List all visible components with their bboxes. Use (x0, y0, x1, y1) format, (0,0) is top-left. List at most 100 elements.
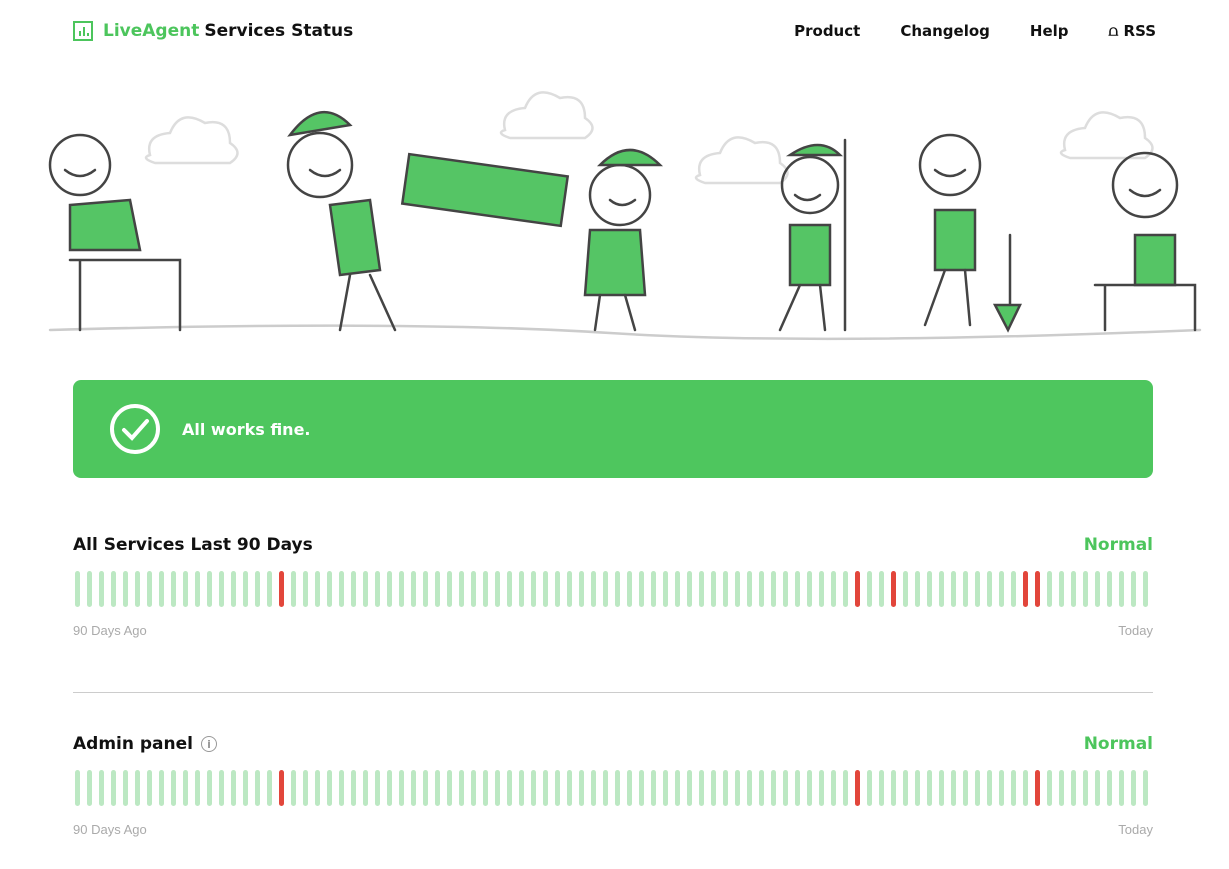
day-bar[interactable] (975, 571, 980, 607)
day-bar[interactable] (759, 770, 764, 806)
day-bar[interactable] (483, 571, 488, 607)
day-bar[interactable] (123, 571, 128, 607)
day-bar[interactable] (735, 571, 740, 607)
day-bar[interactable] (807, 770, 812, 806)
day-bar[interactable] (687, 571, 692, 607)
day-bar[interactable] (687, 770, 692, 806)
day-bar[interactable] (1143, 770, 1148, 806)
day-bar[interactable] (639, 770, 644, 806)
day-bar[interactable] (939, 571, 944, 607)
day-bar[interactable] (243, 571, 248, 607)
day-bar[interactable] (975, 770, 980, 806)
day-bar[interactable] (1131, 770, 1136, 806)
day-bar[interactable] (231, 571, 236, 607)
day-bar[interactable] (1011, 770, 1016, 806)
day-bar[interactable] (111, 571, 116, 607)
day-bar[interactable] (195, 571, 200, 607)
day-bar[interactable] (387, 571, 392, 607)
day-bar[interactable] (1059, 571, 1064, 607)
day-bar[interactable] (207, 770, 212, 806)
day-bar[interactable] (159, 571, 164, 607)
day-bar[interactable] (555, 770, 560, 806)
day-bar[interactable] (363, 770, 368, 806)
day-bar[interactable] (1071, 571, 1076, 607)
day-bar[interactable] (243, 770, 248, 806)
day-bar[interactable] (1083, 770, 1088, 806)
day-bar[interactable] (663, 770, 668, 806)
day-bar[interactable] (543, 770, 548, 806)
day-bar[interactable] (171, 770, 176, 806)
day-bar[interactable] (267, 770, 272, 806)
day-bar[interactable] (183, 571, 188, 607)
day-bar[interactable] (591, 571, 596, 607)
day-bar[interactable] (411, 571, 416, 607)
day-bar[interactable] (315, 770, 320, 806)
day-bar[interactable] (327, 571, 332, 607)
day-bar[interactable] (303, 770, 308, 806)
day-bar[interactable] (843, 770, 848, 806)
day-bar[interactable] (1131, 571, 1136, 607)
day-bar[interactable] (915, 770, 920, 806)
day-bar[interactable] (375, 571, 380, 607)
day-bar[interactable] (723, 571, 728, 607)
day-bar[interactable] (519, 770, 524, 806)
day-bar[interactable] (351, 571, 356, 607)
day-bar[interactable] (627, 571, 632, 607)
nav-rss[interactable]: ⩍ RSS (1109, 22, 1156, 40)
day-bar[interactable] (291, 770, 296, 806)
day-bar-incident[interactable] (1035, 571, 1040, 607)
day-bar[interactable] (723, 770, 728, 806)
day-bar[interactable] (363, 571, 368, 607)
day-bar[interactable] (423, 770, 428, 806)
day-bar[interactable] (507, 770, 512, 806)
day-bar[interactable] (879, 770, 884, 806)
day-bar[interactable] (927, 770, 932, 806)
day-bar[interactable] (591, 770, 596, 806)
day-bar[interactable] (87, 571, 92, 607)
day-bar[interactable] (219, 571, 224, 607)
day-bar[interactable] (603, 571, 608, 607)
day-bar[interactable] (783, 571, 788, 607)
day-bar[interactable] (291, 571, 296, 607)
day-bar[interactable] (819, 571, 824, 607)
day-bar[interactable] (471, 571, 476, 607)
day-bar[interactable] (1095, 571, 1100, 607)
day-bar[interactable] (1119, 770, 1124, 806)
day-bar[interactable] (471, 770, 476, 806)
day-bar[interactable] (75, 571, 80, 607)
day-bar[interactable] (699, 770, 704, 806)
day-bar[interactable] (567, 770, 572, 806)
day-bar[interactable] (735, 770, 740, 806)
day-bar[interactable] (255, 571, 260, 607)
day-bar[interactable] (663, 571, 668, 607)
day-bar[interactable] (123, 770, 128, 806)
day-bar[interactable] (75, 770, 80, 806)
day-bar[interactable] (87, 770, 92, 806)
day-bar[interactable] (339, 571, 344, 607)
day-bar[interactable] (999, 571, 1004, 607)
day-bar[interactable] (927, 571, 932, 607)
day-bar[interactable] (1047, 571, 1052, 607)
day-bar[interactable] (711, 571, 716, 607)
day-bar[interactable] (495, 770, 500, 806)
day-bar[interactable] (747, 770, 752, 806)
day-bar[interactable] (255, 770, 260, 806)
day-bar[interactable] (951, 770, 956, 806)
day-bar-incident[interactable] (279, 770, 284, 806)
day-bar[interactable] (819, 770, 824, 806)
logo[interactable]: LiveAgent Services Status (73, 21, 353, 41)
day-bar[interactable] (399, 770, 404, 806)
day-bar[interactable] (759, 571, 764, 607)
day-bar-incident[interactable] (1023, 571, 1028, 607)
day-bar[interactable] (147, 770, 152, 806)
day-bar[interactable] (651, 571, 656, 607)
day-bar[interactable] (831, 571, 836, 607)
day-bar[interactable] (531, 770, 536, 806)
day-bar[interactable] (579, 571, 584, 607)
day-bar[interactable] (1107, 770, 1112, 806)
day-bar[interactable] (939, 770, 944, 806)
day-bar[interactable] (639, 571, 644, 607)
day-bar[interactable] (915, 571, 920, 607)
day-bar[interactable] (1095, 770, 1100, 806)
day-bar[interactable] (423, 571, 428, 607)
